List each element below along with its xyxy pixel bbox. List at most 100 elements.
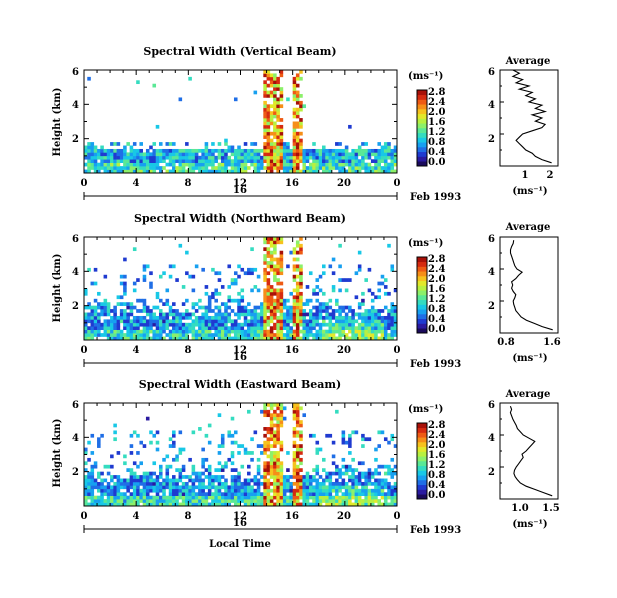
heatmap-cell [266, 322, 271, 327]
colorbar-swatch [417, 314, 427, 320]
heatmap-cell [90, 495, 95, 500]
colorbar-swatch [417, 295, 427, 301]
heatmap-cell [263, 329, 267, 334]
heatmap-cell [364, 488, 368, 493]
heatmap-cell [233, 162, 238, 167]
heatmap-cell [145, 305, 150, 310]
heatmap-cell [204, 333, 209, 337]
heatmap-cell [276, 261, 280, 265]
heatmap-cell [243, 148, 248, 153]
heatmap-cell [328, 326, 333, 330]
heatmap-cell [253, 326, 258, 330]
heatmap-cell [273, 488, 277, 493]
heatmap-cell [308, 298, 313, 303]
heatmap-cell [152, 433, 157, 438]
heatmap-cell [383, 464, 388, 469]
heatmap-cell [341, 437, 346, 442]
heatmap-cell [273, 336, 277, 341]
heatmap-cell [380, 322, 385, 327]
heatmap-cell [227, 305, 232, 310]
heatmap-cell [185, 309, 189, 313]
heatmap-cell [116, 155, 121, 160]
heatmap-cell [113, 155, 117, 160]
heatmap-cell [279, 250, 284, 255]
heatmap-cell [136, 492, 140, 496]
heatmap-cell [100, 478, 104, 483]
heatmap-cell [295, 457, 300, 462]
heatmap-cell [273, 128, 277, 133]
heatmap-cell [292, 457, 297, 462]
heatmap-cell [84, 492, 88, 496]
heatmap-cell [276, 118, 280, 122]
heatmap-cell [256, 495, 261, 500]
heatmap-cell [97, 437, 101, 442]
heatmap-cell [377, 492, 381, 496]
heatmap-cell [377, 444, 381, 448]
heatmap-cell [129, 336, 134, 341]
heatmap-cell [220, 485, 225, 490]
heatmap-cell [116, 478, 121, 483]
heatmap-cell [220, 440, 225, 445]
heatmap-cell [103, 499, 108, 503]
heatmap-cell [204, 152, 209, 157]
heatmap-cell [181, 326, 186, 330]
heatmap-cell [243, 152, 248, 157]
heatmap-cell [230, 485, 235, 490]
heatmap-cell [243, 315, 248, 320]
heatmap-cell [328, 492, 333, 496]
heatmap-cell [227, 159, 232, 163]
heatmap-cell [106, 499, 111, 503]
heatmap-cell [185, 159, 189, 163]
heatmap-cell [387, 502, 391, 507]
heatmap-cell [390, 315, 395, 320]
heatmap-cell [335, 315, 339, 320]
heatmap-cell [129, 302, 134, 306]
heatmap-cell [87, 76, 91, 81]
heatmap-cell [380, 155, 385, 160]
heatmap-cell [318, 302, 323, 306]
heatmap-cell [149, 499, 153, 503]
heatmap-cell [227, 298, 232, 303]
heatmap-cell [116, 488, 121, 493]
heatmap-cell [276, 131, 280, 136]
day-label: 16 [233, 185, 247, 196]
heatmap-cell [289, 475, 293, 479]
heatmap-cell [263, 471, 267, 476]
heatmap-cell [315, 159, 320, 163]
heatmap-cell [84, 155, 88, 160]
heatmap-cell [263, 461, 267, 466]
heatmap-cell [165, 478, 170, 483]
heatmap-cell [390, 322, 395, 327]
heatmap-cell [269, 336, 274, 341]
heatmap-cell [207, 169, 212, 174]
y-tick-label: 4 [72, 433, 79, 444]
heatmap-cell [269, 250, 274, 255]
heatmap-cell [188, 457, 192, 462]
heatmap-cell [348, 468, 352, 472]
heatmap-cell [305, 166, 310, 170]
heatmap-cell [158, 152, 163, 157]
heatmap-cell [158, 274, 163, 279]
heatmap-cell [361, 326, 365, 330]
heatmap-cell [256, 148, 261, 153]
heatmap-cell [383, 148, 388, 153]
heatmap-cell [273, 100, 277, 105]
heatmap-cell [338, 309, 342, 313]
heatmap-cell [233, 326, 238, 330]
heatmap-cell [129, 499, 134, 503]
heatmap-cell [279, 166, 284, 170]
heatmap-cell [286, 142, 290, 146]
heatmap-cell [260, 475, 264, 479]
heatmap-cell [269, 315, 274, 320]
heatmap-cell [227, 326, 232, 330]
heatmap-cell [299, 309, 303, 313]
heatmap-cell [289, 492, 293, 496]
heatmap-cell [292, 288, 297, 293]
heatmap-cell [263, 492, 267, 496]
heatmap-cell [211, 309, 215, 313]
heatmap-cell [237, 264, 241, 269]
heatmap-cell [217, 322, 222, 327]
heatmap-cell [97, 481, 101, 486]
profile-y-tick: 4 [488, 433, 495, 444]
heatmap-cell [328, 322, 333, 327]
